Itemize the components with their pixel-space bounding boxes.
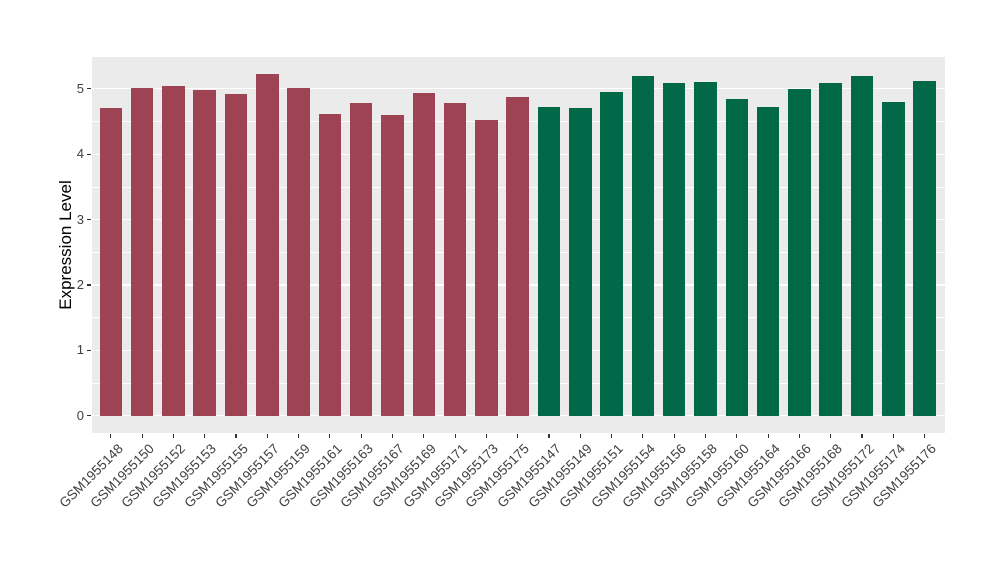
bar-gsm1955158 [694, 82, 717, 416]
bar-gsm1955168 [819, 82, 842, 416]
bar-gsm1955161 [318, 113, 342, 416]
y-axis-title: Expression Level [56, 180, 75, 310]
bar-gsm1955157 [256, 73, 279, 416]
y-tick-label: 5 [76, 80, 84, 96]
x-axis-tick [110, 433, 112, 438]
x-axis-tick [579, 433, 581, 438]
x-axis-tick [892, 433, 894, 438]
bar-gsm1955155 [224, 94, 248, 416]
x-axis-tick [517, 433, 519, 438]
x-axis-tick [360, 433, 362, 438]
x-axis-tick [141, 433, 143, 438]
bar-gsm1955159 [287, 88, 310, 416]
y-tick-label: 3 [76, 211, 84, 227]
x-axis-tick [924, 433, 926, 438]
bar-gsm1955175 [506, 97, 529, 416]
bar-gsm1955147 [537, 107, 561, 416]
x-axis-tick [485, 433, 487, 438]
x-axis-tick [298, 433, 300, 438]
bar-gsm1955154 [631, 75, 655, 416]
bar-gsm1955166 [788, 88, 811, 416]
y-axis-tick [87, 415, 91, 417]
y-axis-tick [87, 284, 91, 286]
bar-gsm1955172 [850, 76, 874, 416]
bar-gsm1955149 [569, 108, 592, 416]
bar-gsm1955160 [725, 99, 749, 416]
bar-gsm1955163 [349, 102, 373, 416]
bar-gsm1955164 [756, 107, 780, 416]
x-axis-tick [736, 433, 738, 438]
x-axis-tick [548, 433, 550, 438]
bar-gsm1955156 [662, 82, 686, 416]
y-axis-tick [87, 153, 91, 155]
bar-gsm1955152 [162, 85, 185, 416]
major-gridline [92, 88, 945, 90]
y-tick-label: 0 [76, 407, 84, 423]
y-tick-label: 2 [76, 277, 84, 292]
plot-panel [92, 57, 945, 433]
major-gridline [92, 415, 945, 417]
y-axis-tick [87, 219, 91, 221]
x-axis-tick [329, 433, 331, 438]
y-axis-tick [87, 349, 91, 351]
x-axis-tick [391, 433, 394, 438]
x-axis-tick [235, 433, 237, 438]
bar-gsm1955150 [130, 87, 154, 416]
bar-gsm1955171 [443, 103, 467, 416]
y-axis-tick [87, 88, 91, 90]
x-axis-tick [673, 433, 675, 438]
bar-gsm1955153 [193, 90, 216, 416]
x-axis-tick [704, 433, 707, 438]
bar-gsm1955151 [600, 92, 623, 416]
bar-gsm1955169 [412, 92, 436, 416]
bar-gsm1955176 [913, 80, 936, 416]
x-axis-tick [861, 433, 863, 438]
bar-gsm1955167 [381, 114, 404, 416]
x-axis-tick [767, 433, 769, 438]
bar-gsm1955174 [882, 101, 905, 416]
y-tick-label: 1 [76, 342, 84, 358]
x-axis-tick [830, 433, 832, 438]
x-axis-tick [611, 433, 613, 438]
x-axis-tick [266, 433, 268, 438]
x-axis-tick [423, 433, 425, 438]
bar-gsm1955173 [475, 119, 498, 416]
x-axis-tick [454, 433, 456, 438]
x-axis-tick [172, 433, 174, 438]
x-axis-tick [204, 433, 206, 438]
bar-gsm1955148 [99, 108, 123, 416]
x-axis-tick [642, 433, 644, 438]
x-axis-tick [798, 433, 800, 438]
y-tick-label: 4 [76, 146, 84, 162]
